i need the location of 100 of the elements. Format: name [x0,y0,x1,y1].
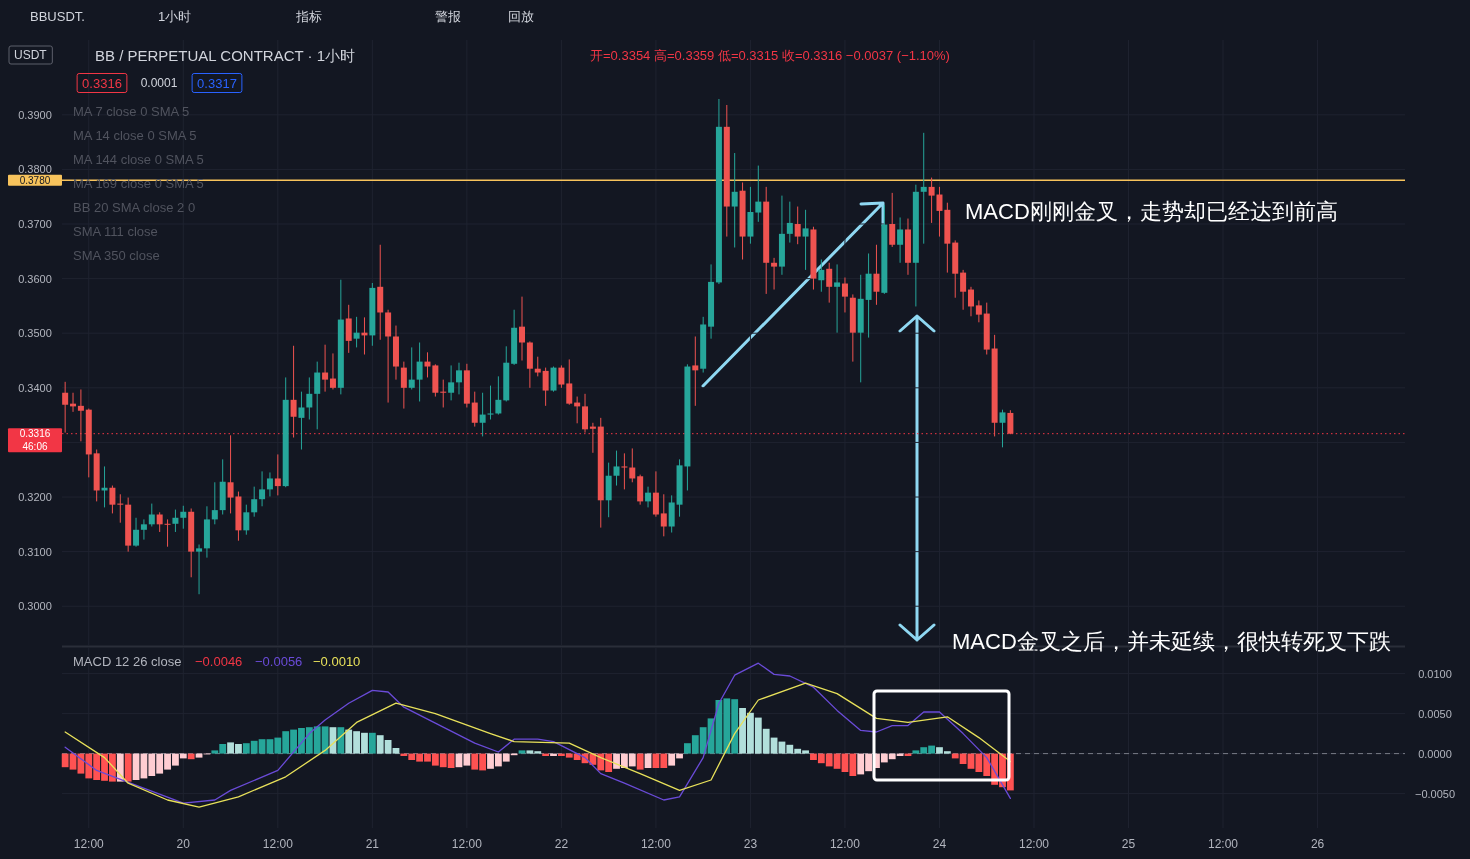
text: 开=0.3354 高=0.3359 低=0.3315 收=0.3316 −0.0037 (−1.10%) [590,47,950,63]
candlestick [448,364,455,401]
annotation: SMA 111 close [73,223,158,239]
candlestick [266,471,273,497]
candlestick [298,391,305,451]
ref-line-label: 0.3316 46:06 [19,428,51,453]
candlestick [645,486,652,508]
annotation: −0.0056 [255,653,303,669]
annotation: 0.3317 [197,75,237,91]
y-tick-label: 0.3700 [18,218,52,231]
candlestick [251,486,258,518]
candlestick [660,493,667,537]
candlestick [920,132,927,245]
candlestick [771,257,778,291]
x-tick-label: 12:00 [73,837,105,851]
candlestick [479,392,486,437]
candlestick [140,518,147,541]
candlestick [471,391,478,428]
candlestick [566,358,573,406]
candlestick [455,362,462,395]
annotation: −0.0046 [195,653,243,669]
y-tick-label: 0.0000 [1418,747,1452,760]
bar [337,727,345,754]
candlestick [172,509,179,533]
annotation: MA 14 close 0 SMA 5 [73,127,197,143]
candlestick [133,517,140,548]
text: 警报 [435,8,461,24]
candlestick [290,345,297,439]
y-tick-label: 0.3400 [18,381,52,394]
candlestick [826,262,833,304]
candlestick [408,346,415,390]
candlestick [967,286,974,317]
candlestick [975,299,982,323]
candlestick [692,335,699,407]
bar [187,753,195,760]
annotation: BB 20 SMA close 2 0 [73,199,196,215]
bar [368,732,376,754]
x-tick-label: 23 [743,837,758,851]
candlestick [400,361,407,410]
text: 回放 [508,8,534,24]
candlestick [306,376,313,420]
annotation: MA 7 close 0 SMA 5 [73,103,190,119]
candlestick [794,206,801,245]
candlestick [164,518,171,548]
candlestick [613,450,620,487]
candlestick [755,165,762,223]
x-tick-label: 12:00 [262,837,294,851]
candlestick [519,296,526,362]
x-tick-label: 12:00 [451,837,483,851]
candlestick [353,316,360,348]
candlestick [889,192,896,248]
candlestick [487,385,494,420]
candlestick [274,453,281,496]
candlestick [841,277,848,313]
candlestick [999,409,1006,448]
x-tick-label: 24 [932,837,947,851]
y-tick-label: 0.3100 [18,545,52,558]
candlestick [156,511,163,533]
x-tick-label: 21 [365,837,380,851]
x-tick-label: 20 [176,837,191,851]
candlestick [802,209,809,271]
candlestick [589,422,596,454]
x-tick-label: 25 [1121,837,1136,851]
chart-title: BB / PERPETUAL CONTRACT · 1小时 [95,46,356,64]
candlestick [416,342,423,402]
candlestick [558,364,565,389]
y-tick-label: 0.0100 [1418,667,1452,680]
candlestick [62,381,69,434]
candlestick [259,470,266,507]
y-tick-label: 0.3500 [18,327,52,340]
candlestick [322,344,329,393]
candlestick [550,366,557,393]
candlestick [960,269,967,311]
candlestick [329,352,336,390]
ref-line-label: 0.3780 [19,174,51,186]
candlestick [196,544,203,595]
candlestick [1007,409,1014,435]
y-tick-label: 0.3200 [18,491,52,504]
annotation: MACD 12 26 close [73,653,182,669]
y-tick-label: 0.3000 [18,600,52,613]
candlestick [424,351,431,378]
bar [636,753,644,770]
y-tick-label: 0.3900 [18,108,52,121]
bar [124,753,132,782]
text: 指标 [295,8,322,24]
x-tick-label: 12:00 [640,837,672,851]
candlestick [873,244,880,306]
candlestick [180,505,187,530]
x-tick-label: 26 [1310,837,1325,851]
y-tick-label: 0.3600 [18,272,52,285]
candlestick [897,216,904,264]
candlestick [542,367,549,407]
candlestick [731,152,738,248]
candlestick [495,375,502,416]
candlestick [582,393,589,434]
candlestick [818,259,825,293]
candlestick [77,388,84,442]
candlestick [621,452,628,490]
y-tick-label: 0.3800 [18,163,52,176]
x-tick-label: 12:00 [829,837,861,851]
